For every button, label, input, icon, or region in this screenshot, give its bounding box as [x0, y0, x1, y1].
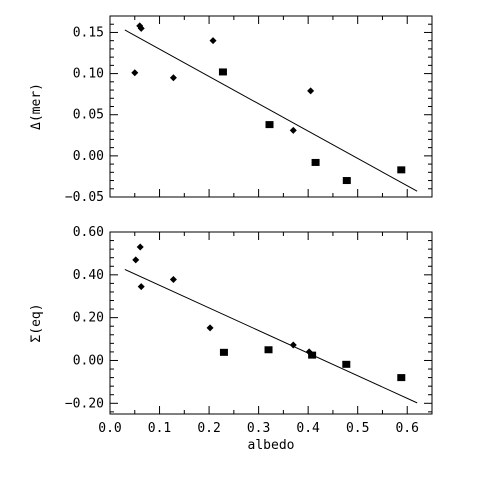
- top-diamond-point: [169, 74, 177, 82]
- top-square-point: [397, 166, 406, 174]
- bottom-y-tick-label: 0.60: [73, 225, 104, 240]
- bottom-y-tick-label: −0.20: [65, 396, 104, 411]
- top-square-point: [218, 68, 227, 76]
- top-plot-frame: [109, 15, 433, 198]
- top-y-tick-label: −0.05: [65, 190, 104, 205]
- bottom-x-axis-label: albedo: [248, 438, 295, 453]
- bottom-y-axis-label: Σ(eq): [29, 303, 44, 342]
- bottom-y-tick-label: 0.20: [73, 311, 104, 326]
- top-y-tick-label: 0.10: [73, 67, 104, 82]
- bottom-plot-frame: [109, 231, 433, 415]
- bottom-square-point: [308, 351, 317, 359]
- top-diamond-point: [137, 24, 145, 32]
- bottom-diamond-point: [169, 276, 177, 284]
- bottom-square-point: [397, 374, 406, 382]
- top-square-point: [311, 158, 320, 166]
- bottom-x-tick-label: 0.3: [247, 421, 270, 436]
- top-diamond-point: [209, 37, 217, 45]
- bottom-y-tick-label: 0.40: [73, 268, 104, 283]
- bottom-square-point: [219, 348, 228, 356]
- top-square-point: [342, 177, 351, 185]
- top-y-tick-label: 0.15: [73, 25, 104, 40]
- bottom-x-tick-label: 0.6: [395, 421, 418, 436]
- top-diamond-point: [307, 87, 315, 95]
- bottom-square-point: [264, 346, 273, 354]
- bottom-diamond-point: [289, 341, 297, 349]
- top-y-axis-label: Δ(mer): [29, 83, 44, 130]
- top-diamond-point: [289, 126, 297, 134]
- top-diamond-point: [131, 69, 139, 77]
- top-fit-line: [124, 29, 418, 192]
- bottom-x-tick-label: 0.5: [346, 421, 369, 436]
- bottom-y-tick-label: 0.00: [73, 353, 104, 368]
- bottom-x-tick-label: 0.2: [197, 421, 220, 436]
- bottom-diamond-point: [136, 243, 144, 251]
- top-y-tick-label: 0.00: [73, 149, 104, 164]
- top-y-tick-label: 0.05: [73, 108, 104, 123]
- bottom-panel: −0.20 0.00 0.20 0.40 0.60 0.0 0.1 0.2 0.3 0.4 0.5 0…: [29, 225, 433, 453]
- bottom-diamond-point: [132, 256, 140, 264]
- bottom-square-point: [342, 360, 351, 368]
- bottom-x-tick-label: 0.1: [148, 421, 171, 436]
- bottom-diamond-point: [137, 283, 145, 291]
- bottom-diamond-point: [206, 324, 214, 332]
- bottom-x-tick-label: 0.0: [98, 421, 121, 436]
- bottom-x-tick-label: 0.4: [296, 421, 320, 436]
- top-square-point: [265, 121, 274, 129]
- bottom-fit-line: [124, 269, 418, 404]
- top-panel: −0.05 0.00 0.05 0.10 0.15 Δ(mer): [29, 15, 433, 205]
